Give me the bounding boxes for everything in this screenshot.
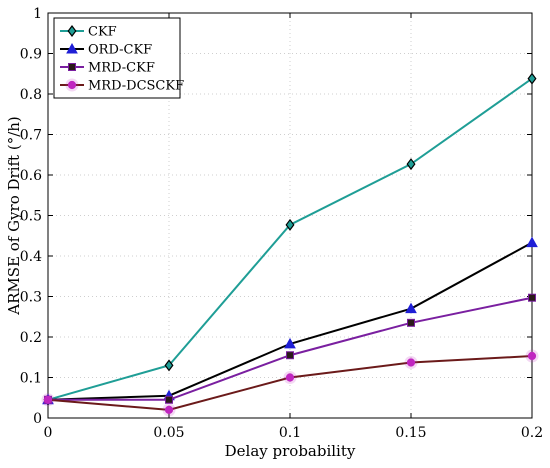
legend-marker <box>67 80 77 90</box>
x-tick-label: 0.05 <box>153 425 184 441</box>
data-point <box>527 72 537 85</box>
data-point <box>286 351 294 360</box>
legend-label: ORD-CKF <box>88 43 152 58</box>
x-tick-label: 0.2 <box>521 425 543 441</box>
data-point <box>405 302 417 314</box>
series-group <box>41 72 539 417</box>
y-tick-label: 0.1 <box>20 371 42 387</box>
y-tick-label: 0.4 <box>20 249 42 265</box>
x-tick-label: 0.15 <box>395 425 426 441</box>
y-tick-label: 1 <box>33 6 42 22</box>
data-point <box>528 293 536 302</box>
series-mrd-dcsckf <box>41 349 539 417</box>
data-point <box>406 358 416 367</box>
data-point <box>406 158 416 171</box>
y-axis-title: ARMSE of Gyro Drift (°/h) <box>5 116 23 316</box>
legend-item: MRD-CKF <box>60 61 155 76</box>
data-point <box>285 373 295 382</box>
y-tick-label: 0.2 <box>20 330 42 346</box>
data-point <box>284 337 296 349</box>
data-point <box>164 359 174 372</box>
y-tick-label: 0 <box>33 411 42 427</box>
legend-item: MRD-DCSCKF <box>60 78 184 94</box>
legend-label: CKF <box>88 25 117 40</box>
x-tick-label: 0.1 <box>279 425 301 441</box>
x-axis-title: Delay probability <box>225 442 356 460</box>
legend-marker <box>68 63 76 71</box>
series-mrd-ckf <box>44 293 536 404</box>
data-point <box>164 405 174 414</box>
legend-label: MRD-CKF <box>88 61 155 76</box>
y-tick-label: 0.3 <box>20 290 42 306</box>
y-tick-label: 0.8 <box>20 87 42 103</box>
axis-ticks: 0 0.05 0.1 0.15 0.2 0 0.1 0.2 0.3 0.4 0.5 0.6 0.7 0.8… <box>20 6 543 441</box>
legend-marker <box>67 25 77 37</box>
legend-item: CKF <box>60 25 117 40</box>
legend-label: MRD-DCSCKF <box>88 79 184 94</box>
y-tick-label: 0.6 <box>20 168 42 184</box>
y-tick-label: 0.5 <box>20 209 42 225</box>
data-point <box>43 395 53 404</box>
legend-item: ORD-CKF <box>60 43 152 58</box>
legend: CKF ORD-CKF MRD-CKF MRD-DCSCKF <box>53 17 184 99</box>
data-point <box>165 395 173 404</box>
legend-marker <box>66 42 78 54</box>
data-point <box>285 218 295 231</box>
x-tick-label: 0 <box>44 425 53 441</box>
y-tick-label: 0.7 <box>20 128 42 144</box>
data-point <box>526 236 538 248</box>
y-tick-label: 0.9 <box>20 47 42 63</box>
data-point <box>407 318 415 327</box>
data-point <box>527 351 537 361</box>
